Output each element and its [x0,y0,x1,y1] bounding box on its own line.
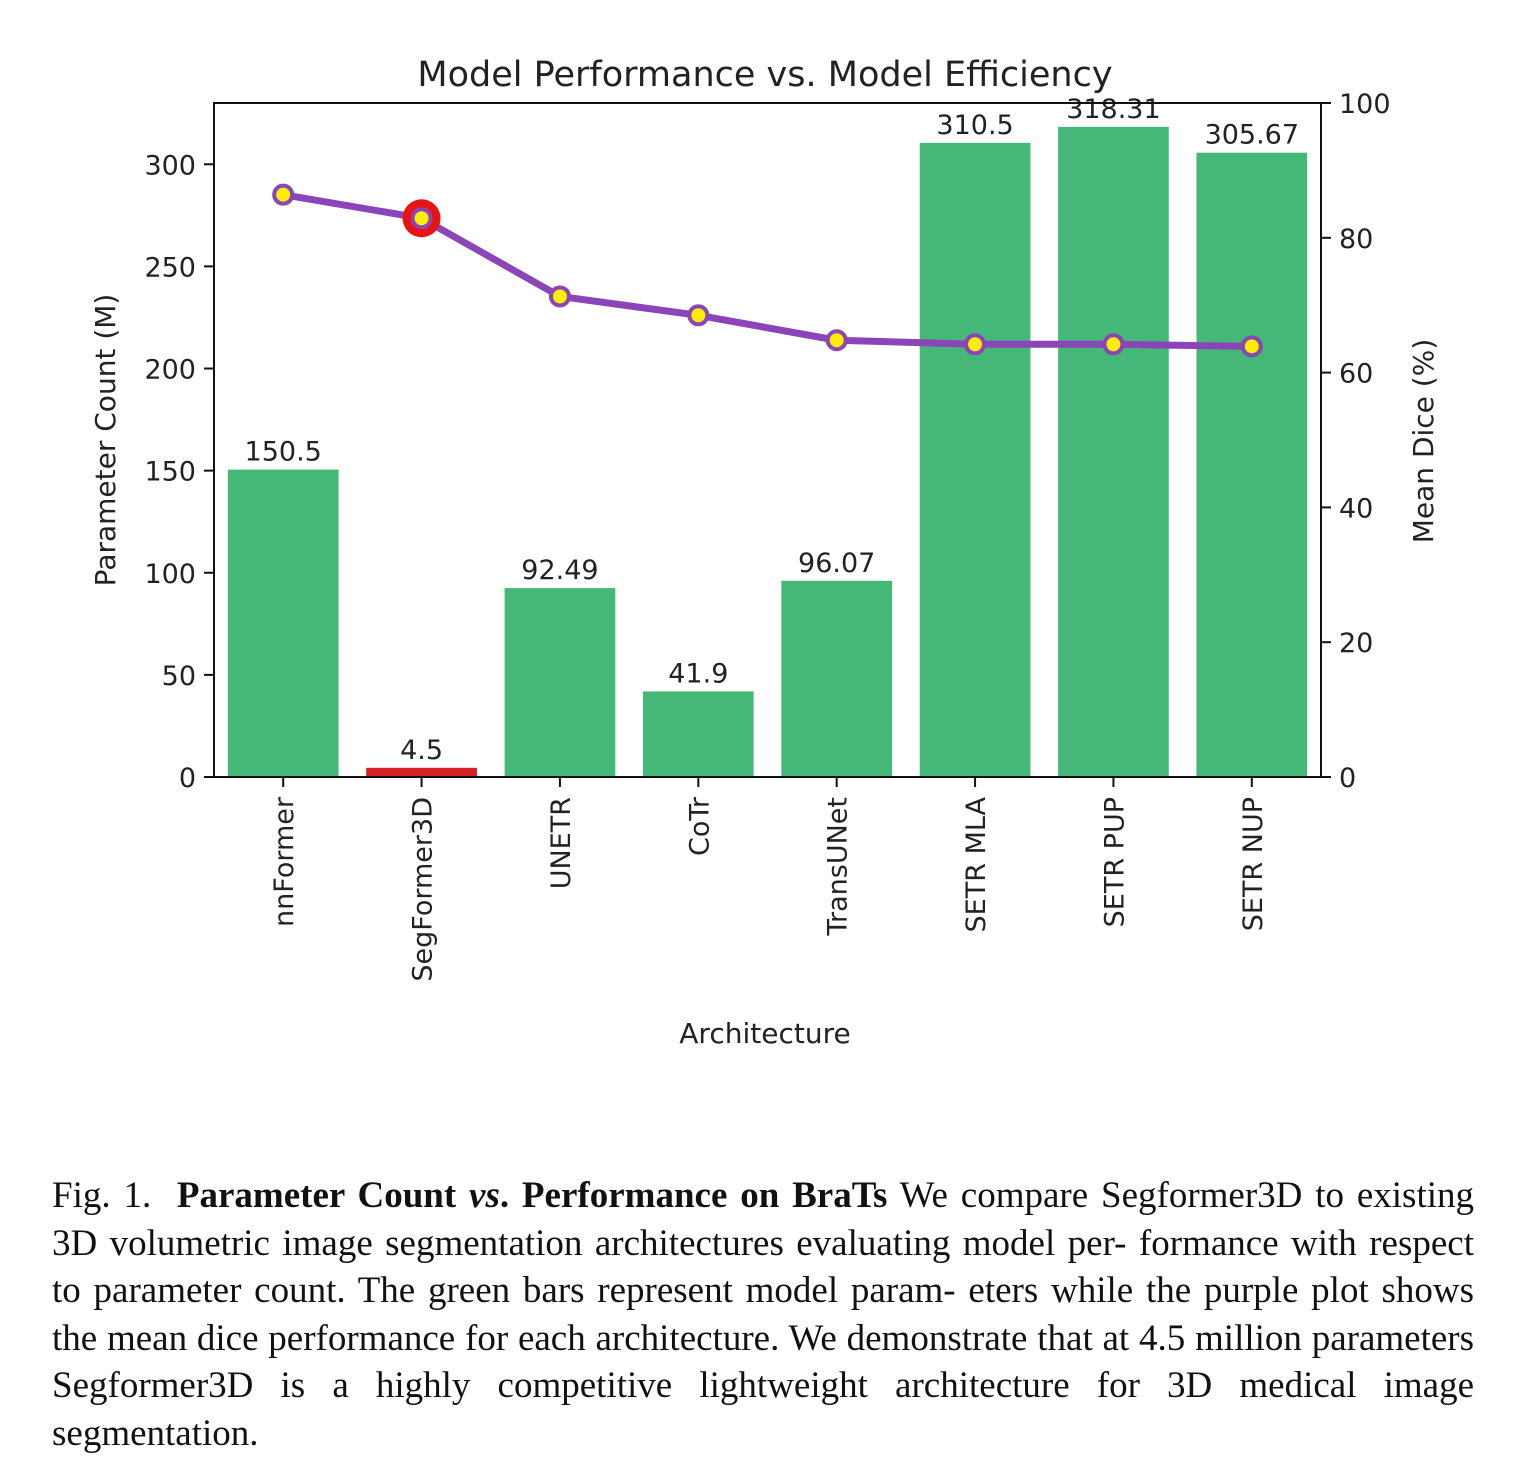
caption-body-line: formance with respect to parameter count… [52,1222,1474,1312]
bar-value-label-5: 310.5 [936,110,1013,141]
caption-title-vs: vs [469,1175,500,1216]
dice-point-0 [272,183,295,206]
dice-point-2 [548,285,571,308]
dice-line [282,191,1252,350]
x-tick-label-5: SETR MLA [961,796,992,932]
bar-6 [1058,126,1169,778]
bar-value-label-1: 4.5 [400,735,443,766]
dice-point-5 [964,333,987,356]
chart-title: Model Performance vs. Model Efficiency [417,55,1112,95]
figure-caption: Fig. 1. Parameter Count vs. Performance … [52,1172,1474,1457]
chart: Model Performance vs. Model Efficiency 1… [89,55,1440,1050]
x-tick-label-4: TransUNet [823,797,854,937]
dice-point-3 [687,304,710,327]
x-tick-label-0: nnFormer [269,796,300,927]
bar-1 [366,767,477,777]
bar-value-label-3: 41.9 [668,658,728,689]
y-tick-label-6: 300 [144,150,196,181]
y2-tick-label-5: 100 [1339,89,1391,120]
y-tick-label-5: 250 [144,252,196,283]
line-layer [272,183,1263,358]
bar-0 [227,469,339,777]
dice-point-1 [410,207,433,230]
caption-title-part2: . Performance on BraTs [499,1175,888,1216]
figure: Model Performance vs. Model Efficiency 1… [52,55,1474,1454]
x-tick-label-2: UNETR [546,797,577,889]
x-tick-label-6: SETR PUP [1099,797,1130,927]
caption-body-line: eters while the purple plot shows the me… [52,1270,1475,1359]
dice-point-4 [825,329,848,352]
y2-tick-label-0: 0 [1339,763,1356,794]
y-tick-label-2: 100 [144,559,196,590]
x-axis-label: Architecture [679,1017,850,1050]
bar-2 [504,588,616,777]
caption-body-line: We compare Segformer3D [899,1175,1303,1216]
bar-3 [642,691,754,777]
caption-body-line: lightweight architecture for 3D medical … [52,1365,1475,1454]
y2-tick-label-4: 80 [1339,224,1373,255]
y2-tick-label-3: 60 [1339,359,1373,390]
y-tick-label-4: 200 [144,355,196,386]
caption-body-line: We demonstrate that at 4.5 million param… [52,1317,1474,1407]
axes-layer: 0 50 100 150 200 250 300 0 20 40 60 80 100 nnFormer Se… [144,89,1390,982]
x-tick-label-3: CoTr [684,796,715,856]
caption-title-part1: Parameter Count [176,1175,457,1216]
y2-axis-label: Mean Dice (%) [1407,339,1440,544]
y2-tick-label-1: 20 [1339,628,1373,659]
bar-value-label-7: 305.67 [1205,120,1299,151]
bar-4 [781,580,893,777]
x-tick-label-1: SegFormer3D [408,797,439,982]
x-tick-label-7: SETR NUP [1238,797,1269,931]
y-axis-label: Parameter Count (M) [89,294,122,587]
y-tick-label-3: 150 [144,457,196,488]
bar-value-label-0: 150.5 [245,437,322,468]
dice-point-6 [1102,333,1125,356]
caption-title: Parameter Count vs. Performance on BraTs [177,1175,888,1216]
bar-7 [1196,152,1308,777]
bar-value-label-4: 96.07 [798,548,875,579]
y-tick-label-0: 0 [179,763,196,794]
bar-5 [919,142,1031,777]
plot-frame [213,102,1322,778]
y2-tick-label-2: 40 [1339,493,1373,524]
bars-layer: 150.5 4.5 92.49 41.9 96.07 310.5 318.31 305.67 [227,94,1308,778]
caption-body-line: to existing 3D volumetric image segmenta… [52,1175,1475,1264]
bar-value-label-6: 318.31 [1066,94,1160,125]
dice-point-7 [1240,335,1263,358]
y-tick-label-1: 50 [162,661,196,692]
caption-fig-label: Fig. 1. [52,1175,152,1216]
bar-value-label-2: 92.49 [521,555,598,586]
